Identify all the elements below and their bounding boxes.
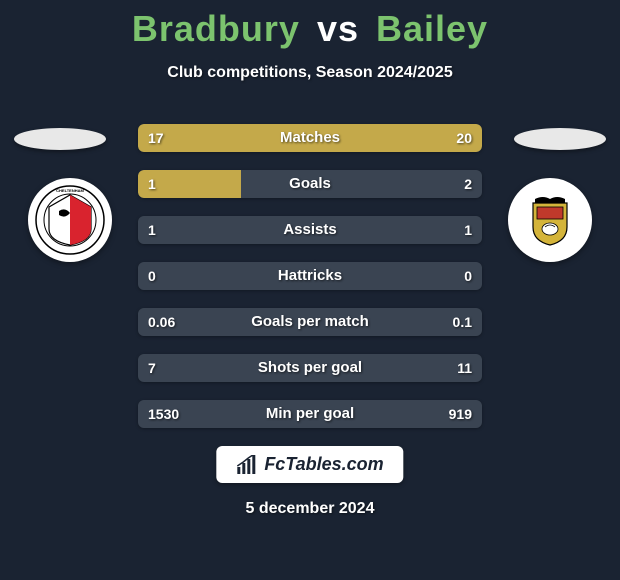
stat-label: Hattricks — [138, 262, 482, 290]
branding-text: FcTables.com — [264, 454, 383, 475]
club-crest-right — [508, 178, 592, 262]
stat-value-left: 0 — [148, 262, 156, 290]
stat-row: 0Hattricks0 — [138, 262, 482, 290]
stat-row: 17Matches20 — [138, 124, 482, 152]
stat-value-right: 0.1 — [453, 308, 472, 336]
stat-value-right: 0 — [464, 262, 472, 290]
comparison-date: 5 december 2024 — [0, 500, 620, 518]
stat-fill-right — [293, 124, 482, 152]
competition-subtitle: Club competitions, Season 2024/2025 — [0, 64, 620, 82]
stat-label: Shots per goal — [138, 354, 482, 382]
branding-badge: FcTables.com — [216, 446, 403, 483]
stat-value-right: 919 — [449, 400, 472, 428]
shirt-placeholder-right — [514, 128, 606, 150]
chart-bars-icon — [236, 455, 258, 475]
club-crest-left: CHELTENHAM — [28, 178, 112, 262]
stat-value-right: 20 — [456, 124, 472, 152]
stat-value-right: 2 — [464, 170, 472, 198]
stats-container: 17Matches201Goals21Assists10Hattricks00.… — [138, 124, 482, 446]
stat-row: 1Goals2 — [138, 170, 482, 198]
stat-value-left: 1 — [148, 216, 156, 244]
shirt-placeholder-left — [14, 128, 106, 150]
title-player1: Bradbury — [132, 8, 300, 49]
stat-row: 1530Min per goal919 — [138, 400, 482, 428]
stat-label: Assists — [138, 216, 482, 244]
stat-value-left: 1530 — [148, 400, 179, 428]
stat-value-left: 1 — [148, 170, 156, 198]
stat-value-left: 7 — [148, 354, 156, 382]
title-player2: Bailey — [376, 8, 488, 49]
stat-value-right: 1 — [464, 216, 472, 244]
stat-value-right: 11 — [457, 354, 472, 382]
stat-row: 7Shots per goal11 — [138, 354, 482, 382]
stat-label: Goals per match — [138, 308, 482, 336]
svg-text:CHELTENHAM: CHELTENHAM — [56, 188, 84, 193]
cheltenham-crest-icon: CHELTENHAM — [35, 185, 105, 255]
stat-row: 0.06Goals per match0.1 — [138, 308, 482, 336]
stat-value-left: 17 — [148, 124, 164, 152]
stat-value-left: 0.06 — [148, 308, 175, 336]
stat-row: 1Assists1 — [138, 216, 482, 244]
doncaster-crest-icon — [515, 185, 585, 255]
comparison-title: Bradbury vs Bailey — [0, 0, 620, 50]
title-vs: vs — [317, 8, 359, 49]
stat-label: Min per goal — [138, 400, 482, 428]
